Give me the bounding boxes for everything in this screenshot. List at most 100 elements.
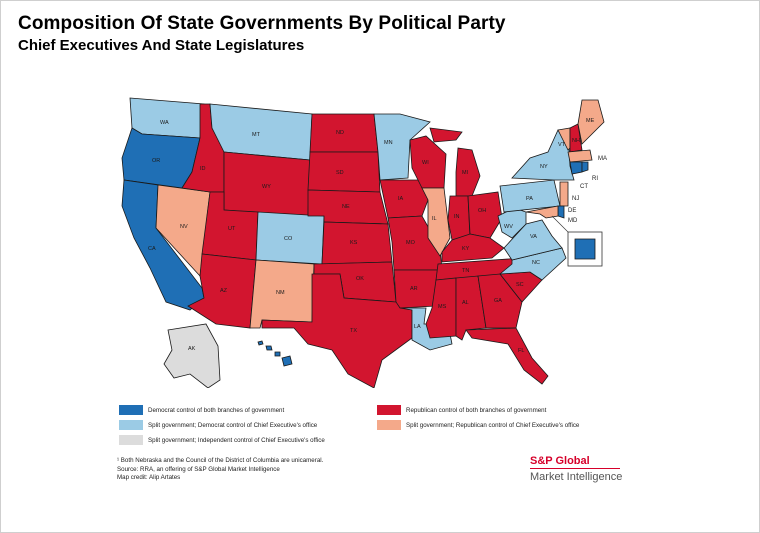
label-nc: NC: [532, 260, 540, 266]
state-nd: [309, 113, 379, 153]
label-oh: OH: [478, 208, 486, 214]
legend-swatch: [119, 435, 143, 445]
state-md: [525, 205, 559, 219]
state-hi: [257, 340, 293, 367]
label-ky: KY: [462, 246, 470, 252]
state-ar: [393, 269, 441, 309]
brand-name: S&P Global: [530, 455, 590, 467]
state-ma: [567, 149, 593, 163]
legend-swatch: [377, 405, 401, 415]
label-ia: IA: [398, 196, 404, 202]
state-ri: [581, 161, 589, 173]
state-oh: [467, 191, 503, 239]
label-ct: CT: [580, 184, 588, 190]
legend-item-dem-both: Democrat control of both branches of gov…: [119, 405, 284, 415]
us-state-map: WA OR CA NV ID MT WY UT AZ CO NM ND SD N…: [112, 88, 652, 389]
state-il: [421, 187, 451, 257]
label-me: ME: [586, 118, 595, 124]
state-mn: [373, 113, 431, 181]
label-ut: UT: [228, 226, 236, 232]
label-ma: MA: [598, 156, 607, 162]
legend-label: Democrat control of both branches of gov…: [148, 406, 285, 414]
legend: Democrat control of both branches of gov…: [119, 405, 639, 450]
label-nd: ND: [336, 130, 344, 136]
label-id: ID: [200, 166, 206, 172]
legend-item-split-ind-exec: Split government; Independent control of…: [119, 435, 325, 445]
label-sc: SC: [516, 282, 524, 288]
legend-label: Split government; Independent control of…: [148, 436, 325, 444]
label-de: DE: [568, 208, 576, 214]
label-ne: NE: [342, 204, 350, 210]
label-ny: NY: [540, 164, 548, 170]
label-al: AL: [462, 300, 469, 306]
label-nh: NH: [572, 138, 580, 144]
state-nj: [559, 181, 569, 207]
legend-item-rep-both: Republican control of both branches of g…: [377, 405, 546, 415]
state-nc: [498, 247, 567, 281]
page-title: Composition Of State Governments By Poli…: [18, 13, 506, 34]
label-ar: AR: [410, 286, 418, 292]
label-fl: FL: [518, 348, 524, 354]
footnotes: ¹ Both Nebraska and the Council of the D…: [117, 457, 323, 483]
state-fl: [465, 327, 549, 385]
label-nm: NM: [276, 290, 285, 296]
state-me: [577, 99, 605, 145]
label-wv: WV: [504, 224, 513, 230]
label-mo: MO: [406, 240, 416, 246]
state-mt: [209, 103, 313, 161]
label-sd: SD: [336, 170, 344, 176]
label-or: OR: [152, 158, 160, 164]
label-va: VA: [530, 234, 537, 240]
map-credit: Map credit: Alip Artates: [117, 474, 181, 481]
state-ct: [569, 161, 583, 175]
state-sd: [307, 151, 381, 193]
label-wa: WA: [160, 120, 169, 126]
map-svg: WA OR CA NV ID MT WY UT AZ CO NM ND SD N…: [121, 97, 607, 389]
label-ok: OK: [356, 276, 364, 282]
legend-item-split-dem-exec: Split government; Democrat control of Ch…: [119, 420, 317, 430]
label-wy: WY: [262, 184, 271, 190]
state-wa: [129, 97, 205, 139]
state-ia: [379, 179, 429, 219]
label-ga: GA: [494, 298, 502, 304]
state-dc: [574, 238, 596, 260]
brand-division: Market Intelligence: [530, 471, 623, 483]
label-la: LA: [414, 324, 421, 330]
legend-label: Split government; Republican control of …: [406, 421, 580, 429]
label-in: IN: [454, 214, 460, 220]
brand-logo: S&P Global Market Intelligence: [530, 455, 622, 483]
label-mt: MT: [252, 132, 261, 138]
state-ky: [441, 233, 505, 263]
dc-inset-pointer: [551, 215, 571, 235]
state-de: [557, 205, 565, 219]
label-mn: MN: [384, 140, 393, 146]
label-mi: MI: [462, 170, 469, 176]
legend-label: Split government; Democrat control of Ch…: [148, 421, 318, 429]
state-tx: [261, 273, 413, 389]
page-subtitle: Chief Executives And State Legislatures: [18, 37, 305, 54]
label-md: MD: [568, 218, 578, 224]
brand-rule: [530, 468, 620, 469]
label-ks: KS: [350, 240, 358, 246]
label-nv: NV: [180, 224, 188, 230]
legend-label: Republican control of both branches of g…: [406, 406, 547, 414]
label-co: CO: [284, 236, 293, 242]
label-nj: NJ: [572, 196, 579, 202]
label-wi: WI: [422, 160, 429, 166]
label-ms: MS: [438, 304, 447, 310]
label-tx: TX: [350, 328, 357, 334]
footnote-unicameral: ¹ Both Nebraska and the Council of the D…: [117, 457, 324, 464]
label-ak: AK: [188, 346, 196, 352]
state-ga: [477, 273, 523, 329]
state-la: [399, 307, 453, 351]
legend-item-split-rep-exec: Split government; Republican control of …: [377, 420, 579, 430]
label-az: AZ: [220, 288, 228, 294]
label-pa: PA: [526, 196, 533, 202]
legend-swatch: [119, 405, 143, 415]
source-note: Source: RRA, an offering of S&P Global M…: [117, 465, 280, 473]
legend-swatch: [377, 420, 401, 430]
label-ri: RI: [592, 176, 598, 182]
legend-swatch: [119, 420, 143, 430]
label-vt: VT: [558, 142, 566, 148]
label-ca: CA: [148, 246, 156, 252]
